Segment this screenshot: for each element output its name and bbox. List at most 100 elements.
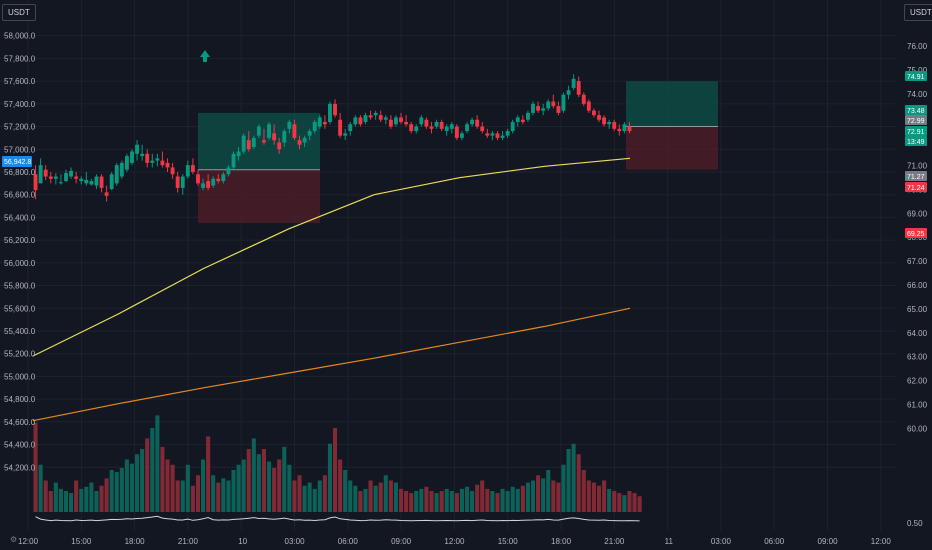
- candle-body: [419, 117, 424, 125]
- candle-body: [505, 131, 510, 136]
- right-axis-price-labels: 74.91 73.48 72.99 72.91 13:49 71.27 71.24 69.25: [905, 71, 927, 238]
- right-axis-tick-label: 0.50: [907, 519, 923, 528]
- volume-bar: [124, 459, 129, 512]
- volume-bar: [510, 486, 515, 512]
- volume-bar: [622, 495, 627, 512]
- volume-bar: [114, 472, 119, 512]
- right-currency-badge[interactable]: USDT: [904, 4, 932, 21]
- right-axis-tick-label: 61.00: [907, 401, 928, 410]
- right-axis-tick-label: 65.00: [907, 305, 928, 314]
- candle-body: [109, 174, 114, 190]
- volume-bar: [607, 488, 612, 512]
- candle-body: [94, 176, 99, 186]
- volume-bar: [185, 464, 190, 512]
- candle-body: [399, 117, 403, 122]
- candle-body: [277, 142, 282, 150]
- settings-icon[interactable]: ⚙: [10, 535, 18, 544]
- candle-body: [170, 167, 175, 175]
- volume-bar: [48, 491, 53, 512]
- volume-bar: [261, 449, 267, 512]
- volume-bar: [353, 485, 358, 512]
- candle-body: [556, 106, 561, 113]
- candle-body: [185, 165, 190, 177]
- right-axis-tick-label: 63.00: [907, 353, 928, 362]
- volume-bar: [246, 449, 251, 512]
- candle-body: [140, 153, 145, 157]
- volume-bar: [170, 464, 175, 512]
- volume-bar: [312, 488, 317, 512]
- volume-bar: [38, 464, 43, 512]
- candle-body: [612, 122, 617, 129]
- volume-bar: [33, 422, 38, 512]
- time-axis-tick-label: 18:00: [125, 537, 146, 546]
- volume-bar: [195, 475, 201, 512]
- volume-bar: [206, 436, 211, 512]
- candle-body: [444, 126, 449, 132]
- time-axis-tick-label: 03:00: [711, 537, 732, 546]
- volume-bar: [439, 491, 444, 512]
- volume-bar: [525, 482, 530, 512]
- candle-body: [439, 122, 444, 129]
- moving-average-lines: [32, 157, 631, 422]
- candle-body: [358, 117, 363, 125]
- volume-bar: [119, 467, 124, 512]
- volume-bar: [495, 493, 500, 512]
- candle-body: [175, 176, 180, 188]
- candle-body: [378, 115, 383, 120]
- candle-body: [155, 158, 160, 161]
- volume-bar: [429, 491, 434, 512]
- candle-body: [328, 103, 332, 122]
- candle-body: [338, 119, 343, 136]
- volume-bar: [140, 449, 145, 512]
- volume-bar: [287, 464, 292, 512]
- volume-bar: [470, 491, 475, 512]
- candle-body: [58, 182, 63, 184]
- take-profit-zone: [626, 81, 718, 127]
- left-currency-badge[interactable]: USDT: [2, 4, 36, 21]
- left-axis-tick-label: 55,600.0: [4, 304, 36, 313]
- candle-body: [546, 101, 551, 109]
- candle-body: [114, 165, 119, 184]
- time-axis-tick-label: 06:00: [764, 537, 785, 546]
- volume-bar: [637, 496, 642, 512]
- right-axis-tick-label: 69.00: [907, 209, 928, 218]
- moving-average-line: [32, 307, 631, 422]
- volume-bar: [292, 480, 297, 512]
- candle-body: [99, 176, 104, 188]
- right-axis-tick-label: 62.00: [907, 377, 928, 386]
- right-axis-price-badge: [905, 115, 927, 125]
- right-axis-price-badge-label: 71.24: [907, 185, 925, 192]
- volume-bar: [84, 486, 89, 512]
- right-axis-tick-label: 67.00: [907, 257, 928, 266]
- candle-body: [292, 124, 297, 138]
- candle-body: [241, 135, 246, 152]
- candle-body: [449, 124, 454, 129]
- candle-body: [104, 192, 109, 196]
- candle-body: [130, 151, 134, 163]
- candle-body: [79, 178, 84, 182]
- candle-body: [404, 122, 409, 125]
- last-price-badge: [2, 156, 32, 167]
- last-price-marker: 56,942.8: [2, 156, 32, 167]
- volume-bar: [338, 459, 343, 512]
- candle-body: [160, 160, 165, 166]
- right-axis-price-badge: [905, 182, 927, 192]
- time-axis-tick-label: 10: [238, 537, 247, 546]
- candle-body: [333, 103, 337, 116]
- right-axis-price-badge: [905, 126, 927, 136]
- left-axis-tick-label: 57,200.0: [4, 123, 36, 132]
- volume-bar: [180, 480, 185, 512]
- left-axis-tick-label: 56,600.0: [4, 191, 36, 200]
- right-axis-price-badge-label: 73.48: [907, 108, 925, 115]
- volume-bar: [454, 493, 459, 512]
- volume-bar: [449, 491, 454, 512]
- volume-bar: [160, 446, 165, 512]
- candle-body: [124, 156, 129, 170]
- time-axis-tick-label: 12:00: [444, 537, 465, 546]
- volume-bar: [43, 480, 48, 512]
- volume-bar: [175, 480, 180, 512]
- volume-bar: [475, 484, 480, 512]
- candle-body: [145, 153, 150, 163]
- volume-bar: [520, 485, 525, 512]
